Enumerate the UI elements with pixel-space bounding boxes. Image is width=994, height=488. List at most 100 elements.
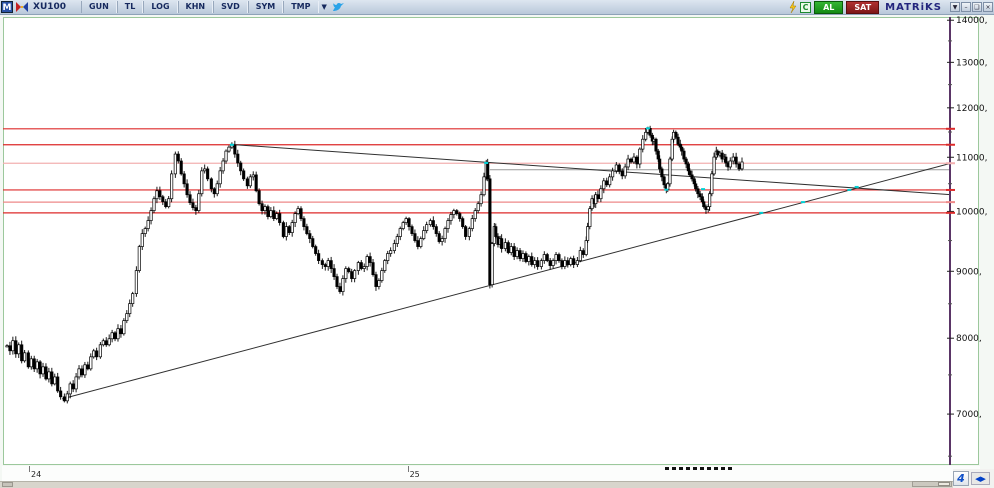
candle-body [8, 345, 12, 352]
candle-body [134, 270, 138, 294]
candle-body [125, 313, 129, 322]
toolbar-dropdown-icon[interactable]: ▼ [321, 3, 327, 11]
candle-body [365, 256, 369, 267]
y-tick-label: 7000, [956, 410, 982, 420]
sell-button[interactable]: SAT [846, 0, 880, 14]
candle-body [428, 220, 432, 225]
candle-body [686, 163, 690, 172]
candle-body [542, 254, 546, 261]
candle-body [275, 213, 279, 219]
candle-body [536, 260, 540, 267]
intersection-marker [664, 188, 669, 191]
candle-body [218, 170, 222, 185]
window-dropdown-icon[interactable]: ▼ [950, 2, 960, 12]
sym-button[interactable]: SYM [247, 1, 284, 13]
close-icon[interactable]: × [983, 2, 993, 12]
c-icon[interactable]: C [800, 1, 812, 13]
candle-body [212, 188, 216, 195]
candle-body [524, 253, 528, 262]
candle-body [278, 213, 282, 223]
lightning-icon[interactable] [788, 1, 798, 13]
twitter-icon[interactable] [332, 2, 345, 13]
candle-body [197, 193, 201, 211]
candle-body [422, 230, 426, 239]
candle-body [690, 174, 694, 180]
candle-body [173, 153, 177, 175]
matriks-logo-button[interactable]: 4 [953, 471, 969, 486]
intersection-marker [645, 127, 650, 130]
candle-body [470, 218, 474, 229]
candle-body [254, 174, 258, 192]
status-bar [0, 481, 994, 488]
candle-body [143, 228, 147, 234]
candle-body [308, 233, 312, 239]
candle-body [678, 143, 682, 148]
svd-button[interactable]: SVD [213, 1, 248, 13]
candle-body [290, 222, 294, 233]
candle-body [644, 131, 648, 140]
candle-body [494, 226, 498, 237]
restore-icon[interactable]: ❑ [972, 2, 982, 12]
candle-body [62, 396, 66, 402]
candle-body [446, 220, 450, 229]
candle-body [5, 345, 9, 348]
x-tick-label: 24 [31, 470, 42, 479]
candle-body [676, 136, 680, 145]
tmp-button[interactable]: TMP [283, 1, 319, 13]
buy-button[interactable]: AL [814, 0, 844, 14]
horizontal-scrollbar[interactable] [912, 481, 952, 487]
candle-body [281, 222, 285, 237]
candle-body [490, 243, 494, 286]
symbol-label[interactable]: XU100 [33, 2, 67, 12]
candle-body [419, 238, 423, 247]
candle-body [68, 383, 72, 395]
x-axis[interactable]: 24 25 [2, 466, 980, 481]
candle-body [449, 214, 453, 221]
period-button[interactable]: GUN [81, 1, 117, 13]
candle-body [98, 344, 102, 358]
candle-body [164, 201, 168, 208]
candle-body [47, 371, 51, 380]
candle-body [356, 262, 360, 271]
page-nav-arrows-button[interactable]: ◀▶ [971, 472, 990, 485]
candle-body [527, 256, 531, 262]
candle-body [578, 250, 582, 261]
window-menu-icon[interactable]: M [1, 1, 13, 13]
candle-body [140, 233, 144, 247]
currency-button[interactable]: TL [116, 1, 144, 13]
candle-body [702, 201, 706, 208]
candle-body [638, 148, 642, 165]
candle-body [554, 254, 558, 261]
candle-body [557, 254, 561, 261]
candle-body [506, 242, 510, 253]
candle-body [688, 170, 692, 176]
candle-body [728, 160, 732, 168]
candle-body [632, 156, 636, 163]
candle-body [596, 194, 600, 200]
candle-body [263, 206, 267, 211]
candle-body [488, 178, 492, 286]
khn-button[interactable]: KHN [177, 1, 214, 13]
candle-body [119, 328, 123, 335]
candle-body [149, 210, 153, 221]
minimize-icon[interactable]: – [961, 2, 971, 12]
candle-body [311, 238, 315, 247]
candle-body [110, 332, 114, 340]
candle-body [434, 226, 438, 234]
scrollbar-thumb[interactable] [938, 482, 950, 486]
candle-body [317, 253, 321, 261]
candle-body [706, 206, 710, 210]
scroll-left-box[interactable] [2, 482, 13, 487]
candle-body [167, 198, 171, 208]
candle-body [670, 138, 674, 160]
candle-body [404, 218, 408, 223]
candle-body [389, 250, 393, 254]
candle-body [599, 188, 603, 200]
candle-body [581, 250, 585, 255]
candle-body [386, 253, 390, 261]
brand-logo: MATRiKS [885, 1, 942, 13]
candle-body [215, 183, 219, 195]
log-scale-button[interactable]: LOG [143, 1, 178, 13]
